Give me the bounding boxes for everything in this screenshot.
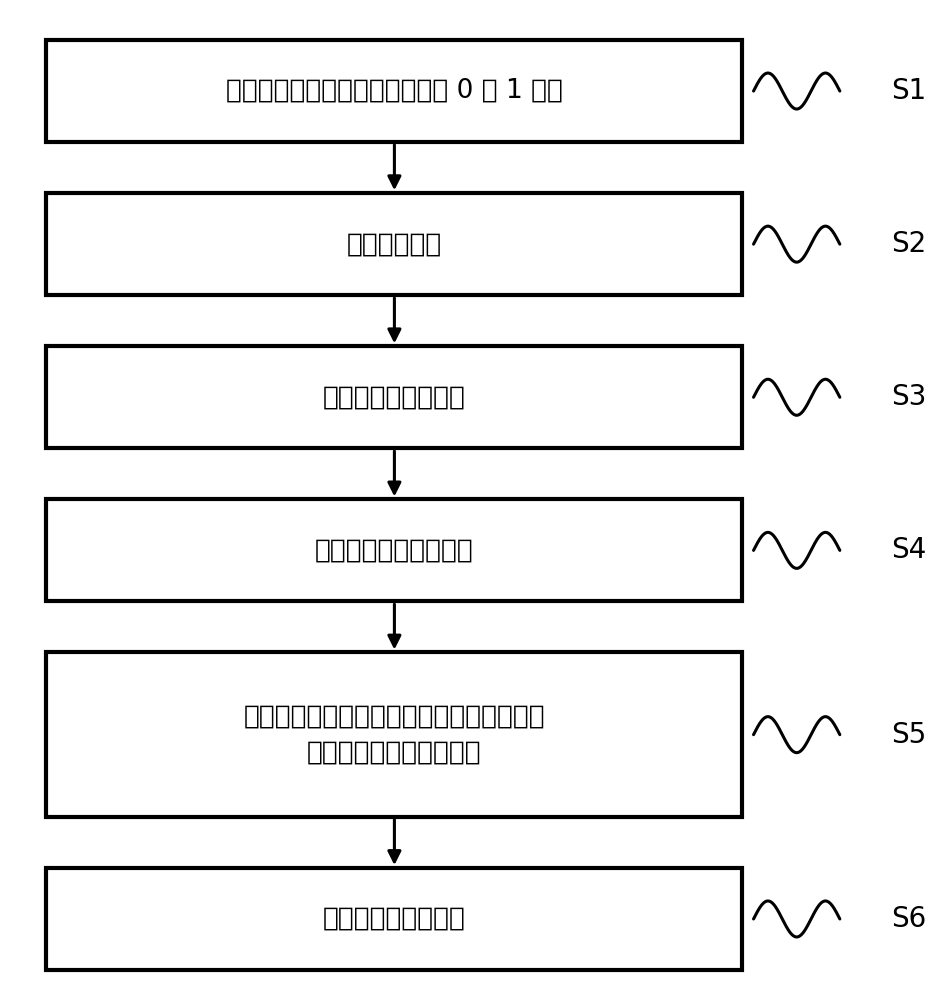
Text: S2: S2 [890,230,925,258]
Text: 根据闪粉颜色或随机色相修正后的闪粉颜色
计算闪粉部分的渲染结果: 根据闪粉颜色或随机色相修正后的闪粉颜色 计算闪粉部分的渲染结果 [243,704,545,766]
FancyBboxPatch shape [46,346,742,448]
FancyBboxPatch shape [46,193,742,295]
FancyBboxPatch shape [46,40,742,142]
Text: S5: S5 [890,721,925,749]
Text: S1: S1 [890,77,925,105]
FancyBboxPatch shape [46,868,742,970]
FancyBboxPatch shape [46,499,742,601]
Text: 进行网格划分: 进行网格划分 [347,231,441,257]
FancyBboxPatch shape [46,652,742,817]
Text: 计算闪粉的不透明度: 计算闪粉的不透明度 [323,384,465,410]
Text: S4: S4 [890,536,925,564]
Text: 计算最终渲染的结果: 计算最终渲染的结果 [323,906,465,932]
Text: 将渲染像素的纹理坐标值映射到 0 到 1 之间: 将渲染像素的纹理坐标值映射到 0 到 1 之间 [225,78,563,104]
Text: 计算随机强度修正系数: 计算随机强度修正系数 [314,537,474,563]
Text: S3: S3 [890,383,925,411]
Text: S6: S6 [890,905,925,933]
